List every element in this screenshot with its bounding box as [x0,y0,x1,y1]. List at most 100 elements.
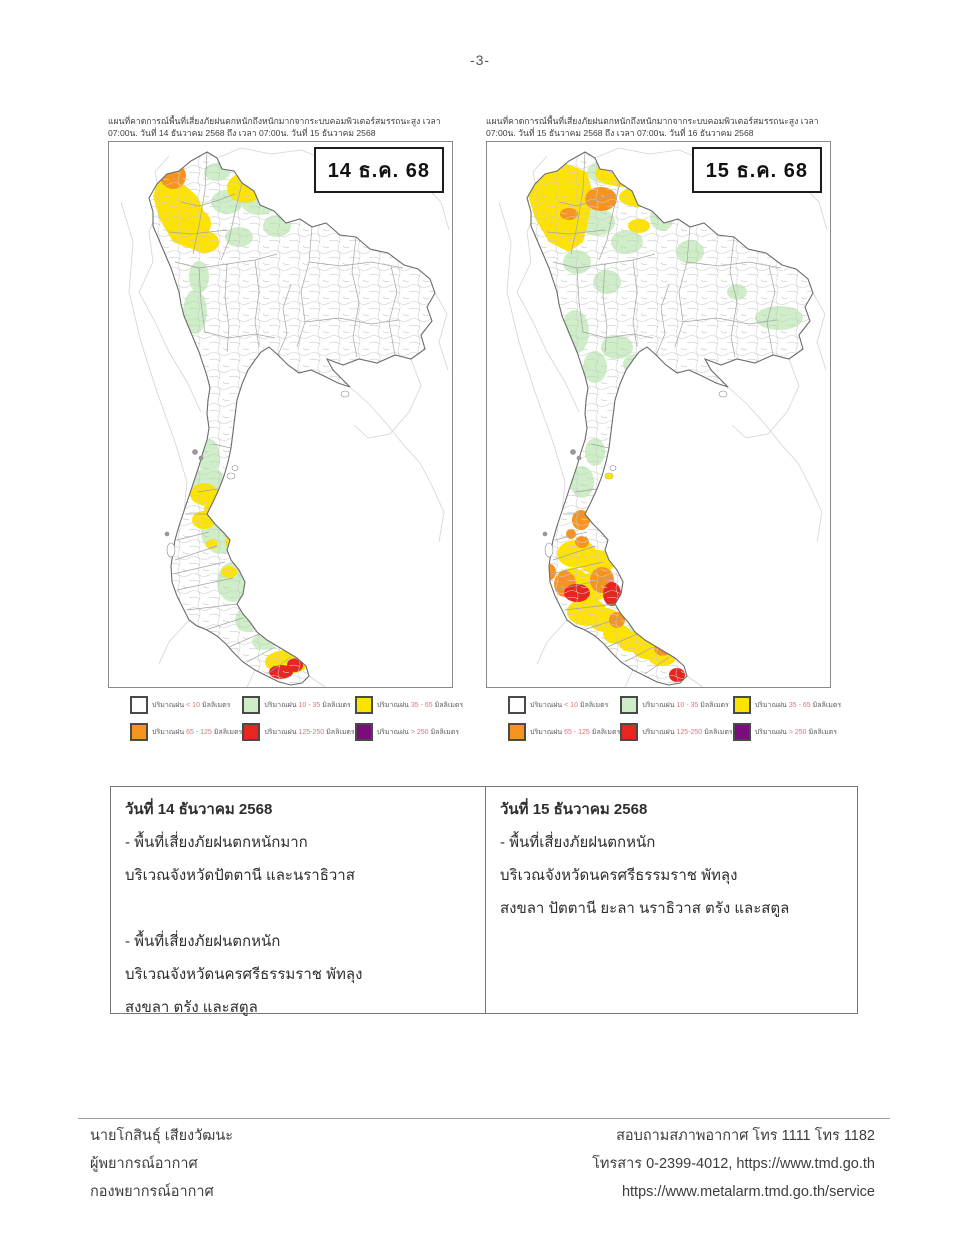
map-date-box: 14 ธ.ค. 68 [313,147,444,193]
risk-date-heading: วันที่ 15 ธันวาคม 2568 [500,801,648,818]
forecaster-info: นายโกสินธุ์ เสียงวัฒนะ ผู้พยากรณ์อากาศ ก… [90,1122,233,1206]
map-panel-14dec: แผนที่คาดการณ์พื้นที่เสี่ยงภัยฝนตกหนักถึ… [108,116,463,741]
legend-item: ปริมาณฝน > 250 มิลลิเมตร [354,723,463,741]
risk-cell-15dec: วันที่ 15 ธันวาคม 2568 - พื้นที่เสี่ยงภั… [486,787,857,1013]
map-title: แผนที่คาดการณ์พื้นที่เสี่ยงภัยฝนตกหนักถึ… [486,116,831,139]
risk-line: บริเวณจังหวัดนครศรีธรรมราช พัทลุง [500,867,738,884]
risk-line: บริเวณจังหวัดปัตตานี และนราธิวาส [125,867,355,884]
legend-unit: มิลลิเมตร [704,728,733,736]
legend-label: ปริมาณฝน [152,728,185,736]
legend-item: ปริมาณฝน 35 - 65 มิลลิเมตร [354,696,464,714]
legend-unit: มิลลิเมตร [812,701,842,709]
legend-label: ปริมาณฝน [754,728,787,736]
legend-unit: มิลลิเมตร [213,728,243,736]
legend-unit: มิลลิเมตร [808,728,838,736]
legend-swatch-purple [732,723,751,741]
risk-line: - พื้นที่เสี่ยงภัยฝนตกหนักมาก [125,834,308,851]
rainfall-legend: ปริมาณฝน < 10 มิลลิเมตร ปริมาณฝน 10 - 35 มิล… [486,696,841,741]
legend-item: ปริมาณฝน 65 - 125 มิลลิเมตร [508,723,620,741]
footer-divider [78,1118,890,1119]
legend-label: ปริมาณฝน [642,728,675,736]
legend-range: 10 - 35 [676,701,699,709]
legend-label: ปริมาณฝน [264,701,297,709]
legend-range: 125-250 [298,728,325,736]
legend-range: > 250 [410,728,429,736]
legend-swatch-orange [508,723,526,741]
legend-label: ปริมาณฝน [264,728,297,736]
legend-swatch-white [130,696,148,714]
legend-item: ปริมาณฝน 10 - 35 มิลลิเมตร [620,696,732,714]
legend-range: < 10 [564,701,578,709]
legend-range: 35 - 65 [788,701,811,709]
map-title-line2: เวลา 07:00น. วันที่ 15 ธันวาคม 2568 ถึง … [486,116,819,138]
risk-line: บริเวณจังหวัดนครศรีธรรมราช พัทลุง [125,966,363,983]
legend-label: ปริมาณฝน [530,701,563,709]
map-panel-15dec: แผนที่คาดการณ์พื้นที่เสี่ยงภัยฝนตกหนักถึ… [486,116,841,741]
legend-swatch-yellow [354,696,373,714]
map-frame: 15 ธ.ค. 68 [486,141,831,688]
forecaster-division: กองพยากรณ์อากาศ [90,1184,214,1200]
legend-range: 125-250 [676,728,703,736]
legend-label: ปริมาณฝน [376,728,409,736]
risk-cell-14dec: วันที่ 14 ธันวาคม 2568 - พื้นที่เสี่ยงภั… [111,787,486,1016]
legend-range: 35 - 65 [410,701,433,709]
legend-unit: มิลลิเมตร [700,701,729,709]
legend-unit: มิลลิเมตร [322,701,351,709]
legend-unit: มิลลิเมตร [591,728,621,736]
rainfall-legend: ปริมาณฝน < 10 มิลลิเมตร ปริมาณฝน 10 - 35 มิล… [108,696,463,741]
legend-range: 65 - 125 [186,728,212,736]
legend-unit: มิลลิเมตร [326,728,355,736]
risk-date-heading: วันที่ 14 ธันวาคม 2568 [125,801,273,818]
legend-swatch-purple [354,723,373,741]
contact-info: สอบถามสภาพอากาศ โทร 1111 โทร 1182 โทรสาร… [592,1122,875,1206]
legend-item: ปริมาณฝน < 10 มิลลิเมตร [130,696,242,714]
legend-swatch-red [242,723,261,741]
risk-line [125,892,471,925]
legend-swatch-white [508,696,526,714]
legend-unit: มิลลิเมตร [430,728,460,736]
forecaster-title: ผู้พยากรณ์อากาศ [90,1156,198,1172]
legend-unit: มิลลิเมตร [201,701,231,709]
legend-label: ปริมาณฝน [530,728,563,736]
contact-service-url: https://www.metalarm.tmd.go.th/service [621,1184,875,1200]
legend-swatch-green [242,696,261,714]
map-date-box: 15 ธ.ค. 68 [691,147,822,193]
legend-item: ปริมาณฝน 65 - 125 มิลลิเมตร [130,723,242,741]
legend-range: 10 - 35 [298,701,321,709]
map-title: แผนที่คาดการณ์พื้นที่เสี่ยงภัยฝนตกหนักถึ… [108,116,453,139]
legend-range: 65 - 125 [564,728,590,736]
risk-line: - พื้นที่เสี่ยงภัยฝนตกหนัก [125,933,281,950]
legend-item: ปริมาณฝน 10 - 35 มิลลิเมตร [242,696,354,714]
legend-item: ปริมาณฝน 35 - 65 มิลลิเมตร [732,696,842,714]
contact-phone: สอบถามสภาพอากาศ โทร 1111 โทร 1182 [616,1128,875,1144]
forecaster-name: นายโกสินธุ์ เสียงวัฒนะ [90,1128,234,1144]
page-number: -3- [469,52,491,68]
legend-swatch-orange [130,723,148,741]
risk-area-table: วันที่ 14 ธันวาคม 2568 - พื้นที่เสี่ยงภั… [110,786,858,1016]
legend-label: ปริมาณฝน [152,701,185,709]
risk-line: - พื้นที่เสี่ยงภัยฝนตกหนัก [500,834,656,851]
legend-label: ปริมาณฝน [754,701,787,709]
contact-fax-website: โทรสาร 0-2399-4012, https://www.tmd.go.t… [592,1156,875,1172]
legend-swatch-red [620,723,639,741]
map-title-line2: เวลา 07:00น. วันที่ 14 ธันวาคม 2568 ถึง … [108,116,441,138]
legend-label: ปริมาณฝน [376,701,409,709]
map-title-line1: แผนที่คาดการณ์พื้นที่เสี่ยงภัยฝนตกหนักถึ… [108,116,421,126]
thailand-rainfall-map-15dec [498,147,828,687]
legend-swatch-yellow [732,696,751,714]
legend-unit: มิลลิเมตร [579,701,609,709]
legend-item: ปริมาณฝน 125-250 มิลลิเมตร [242,723,355,741]
legend-swatch-green [620,696,639,714]
legend-item: ปริมาณฝน 125-250 มิลลิเมตร [620,723,733,741]
legend-label: ปริมาณฝน [642,701,675,709]
legend-item: ปริมาณฝน < 10 มิลลิเมตร [508,696,620,714]
map-frame: 14 ธ.ค. 68 [108,141,453,688]
risk-line: สงขลา ตรัง และสตูล [125,999,258,1016]
legend-range: > 250 [788,728,807,736]
legend-item: ปริมาณฝน > 250 มิลลิเมตร [732,723,841,741]
legend-unit: มิลลิเมตร [434,701,464,709]
map-title-line1: แผนที่คาดการณ์พื้นที่เสี่ยงภัยฝนตกหนักถึ… [486,116,799,126]
legend-range: < 10 [186,701,200,709]
risk-line: สงขลา ปัตตานี ยะลา นราธิวาส ตรัง และสตูล [500,900,790,917]
